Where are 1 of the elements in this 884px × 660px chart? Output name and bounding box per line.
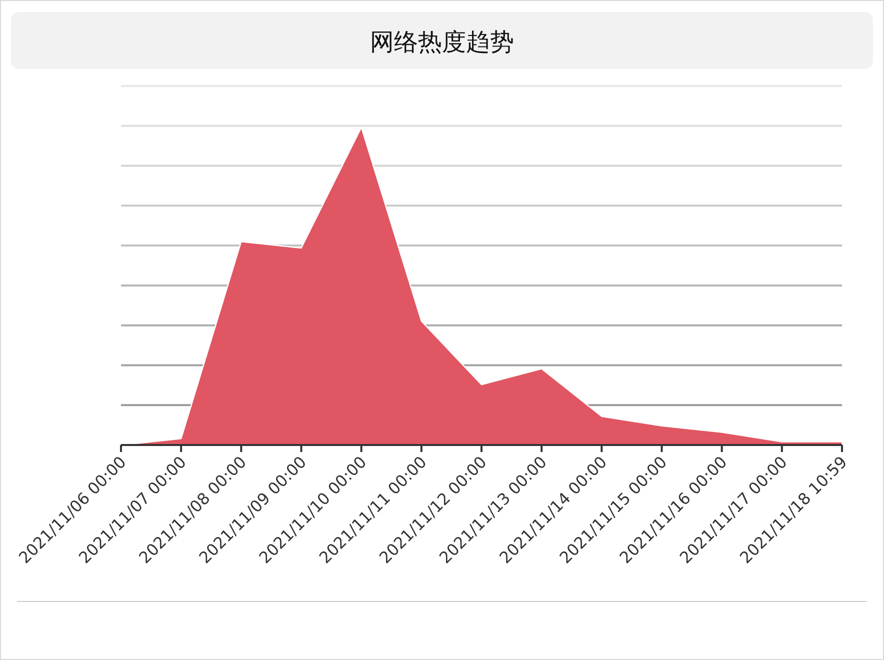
title: 网络热度趋势 bbox=[370, 28, 514, 56]
